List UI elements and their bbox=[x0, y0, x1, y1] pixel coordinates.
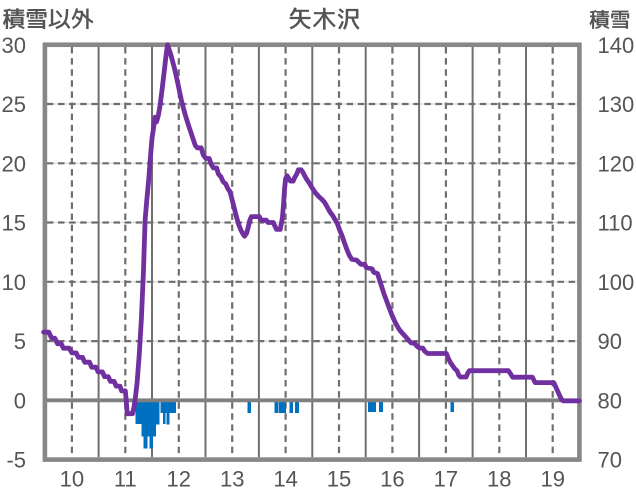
svg-text:25: 25 bbox=[2, 92, 26, 117]
svg-text:30: 30 bbox=[2, 33, 26, 58]
svg-text:130: 130 bbox=[598, 92, 635, 117]
svg-text:90: 90 bbox=[598, 329, 622, 354]
svg-text:13: 13 bbox=[220, 467, 244, 492]
svg-text:18: 18 bbox=[487, 467, 511, 492]
svg-text:15: 15 bbox=[2, 211, 26, 236]
svg-text:14: 14 bbox=[273, 467, 297, 492]
svg-text:80: 80 bbox=[598, 388, 622, 413]
svg-text:5: 5 bbox=[14, 329, 26, 354]
svg-text:20: 20 bbox=[2, 151, 26, 176]
svg-text:19: 19 bbox=[540, 467, 564, 492]
svg-text:70: 70 bbox=[598, 448, 622, 473]
svg-text:10: 10 bbox=[60, 467, 84, 492]
svg-text:17: 17 bbox=[434, 467, 458, 492]
svg-text:100: 100 bbox=[598, 270, 635, 295]
svg-text:140: 140 bbox=[598, 33, 635, 58]
svg-text:110: 110 bbox=[598, 211, 633, 236]
svg-text:10: 10 bbox=[2, 270, 26, 295]
svg-text:12: 12 bbox=[167, 467, 191, 492]
svg-text:15: 15 bbox=[327, 467, 351, 492]
svg-text:11: 11 bbox=[114, 467, 137, 492]
svg-text:0: 0 bbox=[14, 388, 26, 413]
svg-text:16: 16 bbox=[380, 467, 404, 492]
svg-text:120: 120 bbox=[598, 151, 635, 176]
svg-text:-5: -5 bbox=[6, 448, 26, 473]
